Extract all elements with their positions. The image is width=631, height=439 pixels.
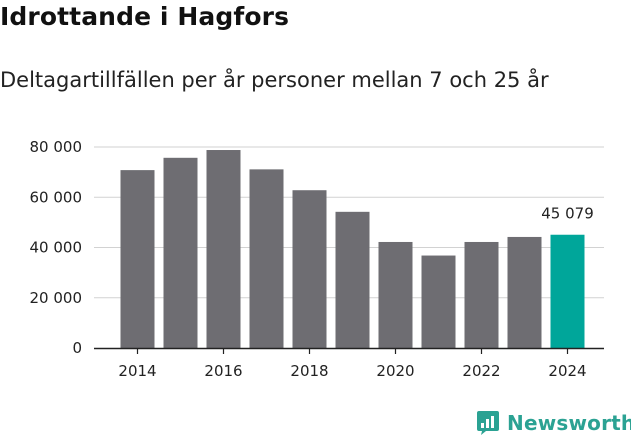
bar-2016 — [206, 150, 241, 348]
bar-2021 — [421, 255, 456, 348]
bar-2022 — [464, 241, 499, 348]
y-tick-label: 40 000 — [30, 239, 83, 257]
data-label: 45 079 — [541, 205, 594, 223]
bars — [120, 150, 585, 348]
chart-title: Idrottande i Hagfors — [0, 2, 290, 31]
bar-2014 — [120, 170, 155, 348]
x-tick-label: 2014 — [118, 362, 156, 380]
y-tick-label: 20 000 — [30, 289, 83, 307]
bar-2024 — [550, 234, 585, 348]
bar-chart-logo-icon — [477, 411, 499, 435]
axes — [94, 347, 604, 354]
bar-2023 — [507, 236, 542, 348]
y-tick-label: 0 — [72, 339, 82, 357]
x-tick-label: 2024 — [548, 362, 586, 380]
bar-2015 — [163, 157, 198, 348]
x-tick-label: 2020 — [376, 362, 414, 380]
bar-2020 — [378, 241, 413, 348]
labels: 0 20 000 40 000 60 000 80 000 2014 2016 2018 202… — [30, 138, 594, 380]
x-tick-label: 2016 — [204, 362, 242, 380]
y-tick-label: 80 000 — [30, 138, 83, 156]
x-tick-label: 2018 — [290, 362, 328, 380]
bar-2018 — [292, 190, 327, 348]
chart-subtitle: Deltagartillfällen per år personer mella… — [0, 68, 549, 92]
y-tick-label: 60 000 — [30, 188, 83, 206]
brand-name: Newsworthy — [507, 411, 631, 435]
newsworthy-logo: Newsworthy — [476, 407, 631, 439]
bar-2017 — [249, 169, 284, 348]
bar-2019 — [335, 211, 370, 348]
x-tick-label: 2022 — [462, 362, 500, 380]
